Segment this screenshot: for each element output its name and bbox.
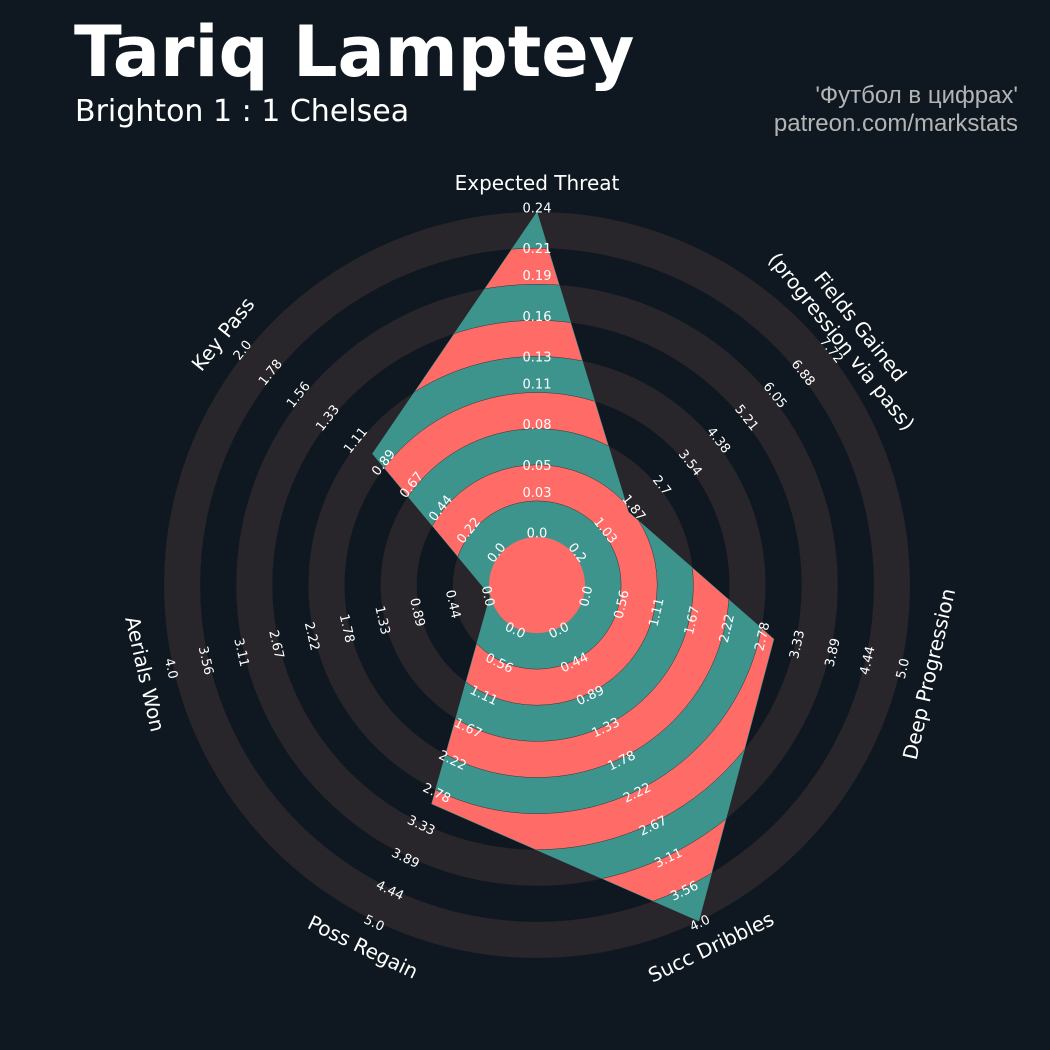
tick-label: 0.56 bbox=[612, 589, 633, 621]
tick-label: 1.33 bbox=[371, 605, 392, 637]
tick-label: 3.33 bbox=[787, 629, 808, 661]
fill-ring bbox=[416, 464, 658, 706]
credit: patreon.com/markstats bbox=[773, 110, 1018, 137]
radar-polygon bbox=[372, 211, 775, 922]
tick-label: 2.22 bbox=[301, 621, 322, 653]
tick-label: 0.16 bbox=[523, 310, 552, 325]
tick-label: 0.05 bbox=[523, 459, 552, 474]
tick-label: 4.0 bbox=[161, 657, 180, 681]
tick-label: 5.0 bbox=[894, 657, 913, 681]
tick-label: 1.67 bbox=[682, 605, 703, 637]
tick-label: 4.44 bbox=[858, 645, 879, 677]
title: Tariq Lamptey bbox=[74, 11, 635, 93]
category-label: Expected Threat bbox=[454, 171, 620, 195]
inner-circle bbox=[489, 537, 585, 633]
tick-label: 2.78 bbox=[752, 621, 773, 653]
tick-label: 0.21 bbox=[523, 242, 552, 257]
credit: 'Футбол в цифрах' bbox=[815, 82, 1018, 109]
tick-label: 2.22 bbox=[717, 613, 738, 645]
tick-label: 0.03 bbox=[523, 486, 552, 501]
tick-label: 1.78 bbox=[336, 613, 357, 645]
tick-label: 0.24 bbox=[523, 202, 552, 217]
tick-label: 0.11 bbox=[523, 378, 552, 393]
tick-label: 0.89 bbox=[406, 597, 427, 629]
tick-label: 3.56 bbox=[195, 645, 216, 677]
tick-label: 0.13 bbox=[523, 350, 552, 365]
tick-label: 0.44 bbox=[442, 589, 463, 621]
subtitle: Brighton 1 : 1 Chelsea bbox=[75, 94, 410, 129]
tick-label: 2.67 bbox=[265, 629, 286, 661]
tick-label: 0.08 bbox=[523, 418, 552, 433]
tick-label: 0.19 bbox=[523, 269, 552, 284]
tick-label: 3.89 bbox=[823, 637, 844, 669]
tick-label: 1.11 bbox=[647, 597, 668, 629]
tick-label: 0.0 bbox=[577, 585, 596, 609]
tick-label: 0.0 bbox=[527, 527, 548, 542]
tick-label: 3.11 bbox=[230, 637, 251, 669]
tick-label: 0.0 bbox=[478, 585, 497, 609]
